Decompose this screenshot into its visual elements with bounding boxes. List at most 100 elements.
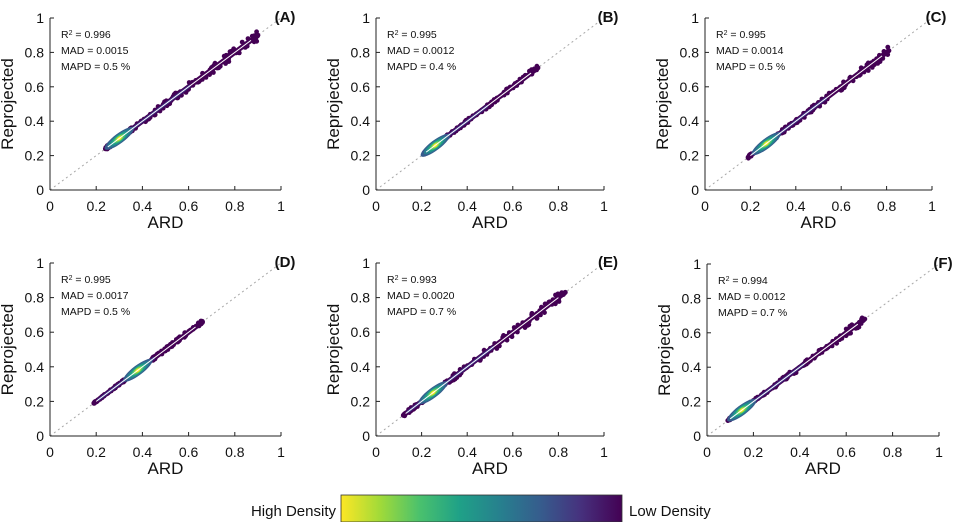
regression-line [95,326,196,402]
y-tick-label: 0.6 [682,325,702,341]
x-tick-label: 0.4 [457,198,477,214]
stat-mad: MAD = 0.0012 [387,45,455,57]
x-tick-label: 0.4 [133,444,153,460]
y-tick-label: 0.8 [351,290,371,306]
panel-b: 0 0.2 0.4 0.6 0.8 1 0 0.2 0.4 0.6 0.8 1 ARD Reproject… [324,9,618,232]
stat-r-squared: R2 = 0.995 [716,29,766,41]
stat-mad: MAD = 0.0020 [387,290,455,302]
x-tick-label: 0.8 [549,198,569,214]
stat-r-squared: R2 = 0.995 [61,274,111,286]
y-tick-label: 1 [362,10,370,26]
y-tick-label: 0.8 [25,290,45,306]
y-tick-label: 0 [362,182,370,198]
x-tick-label: 0.8 [883,444,903,460]
y-tick-label: 0.8 [25,44,45,60]
y-axis-label: Reprojected [0,304,17,396]
y-tick-label: 0.8 [682,290,702,306]
y-tick-label: 0.6 [25,79,45,95]
x-tick-label: 0.6 [179,198,199,214]
r-squared-symbol: R [387,274,395,286]
r-squared-exponent: 2 [724,30,728,37]
panel-label: (F) [933,255,952,272]
identity-line [706,263,940,437]
x-tick-label: 0 [46,444,54,460]
y-axis-label: Reprojected [655,304,674,396]
x-tick-label: 0 [372,444,380,460]
y-tick-label: 0.2 [351,148,371,164]
x-axis-label: ARD [801,213,837,232]
panel-label: (E) [598,254,618,271]
y-tick-label: 1 [36,10,44,26]
regression-line [405,297,559,414]
y-tick-label: 0.4 [351,359,371,375]
y-tick-label: 0.6 [680,79,700,95]
stat-mapd: MAPD = 0.4 % [387,61,456,73]
x-tick-label: 0.2 [412,198,432,214]
x-axis-label: ARD [148,459,184,478]
x-tick-label: 0.6 [503,198,523,214]
y-tick-label: 0 [693,428,701,444]
x-tick-label: 0.6 [831,198,851,214]
y-tick-label: 0.2 [682,394,702,410]
y-tick-label: 1 [362,255,370,271]
x-tick-label: 0.8 [877,198,897,214]
y-tick-label: 0.8 [680,44,700,60]
x-tick-label: 0.8 [225,198,245,214]
y-tick-label: 0.4 [25,359,45,375]
x-tick-label: 0.8 [549,444,569,460]
y-tick-label: 0.2 [25,393,45,409]
panel-a: 0 0.2 0.4 0.6 0.8 1 0 0.2 0.4 0.6 0.8 1 ARD Reproject… [0,9,295,232]
x-tick-label: 0.4 [790,444,810,460]
r-squared-value: = 0.996 [73,29,111,41]
y-tick-label: 0 [36,428,44,444]
y-tick-label: 1 [36,255,44,271]
x-tick-label: 1 [277,444,285,460]
stat-r-squared: R2 = 0.996 [61,29,111,41]
regression-line [107,39,252,148]
panel-d: 0 0.2 0.4 0.6 0.8 1 0 0.2 0.4 0.6 0.8 1 ARD Reproject… [0,254,295,478]
density-colorbar-legend: High Density Low Density [251,494,711,522]
x-tick-label: 1 [600,444,608,460]
panel-label: (B) [598,9,619,26]
stat-mapd: MAPD = 0.5 % [61,61,130,73]
y-tick-label: 1 [693,256,701,272]
r-squared-exponent: 2 [69,275,73,282]
y-tick-label: 0 [36,182,44,198]
stat-mapd: MAPD = 0.5 % [61,306,130,318]
stat-mad: MAD = 0.0014 [716,45,784,57]
x-tick-label: 0.2 [741,198,761,214]
y-tick-label: 0 [362,428,370,444]
stat-r-squared: R2 = 0.993 [387,274,437,286]
x-tick-label: 0.8 [225,444,245,460]
stat-mad: MAD = 0.0012 [718,291,786,303]
panel-label: (C) [926,9,947,26]
y-axis-label: Reprojected [653,58,672,150]
x-tick-label: 0 [703,444,711,460]
stat-r-squared: R2 = 0.994 [718,275,768,287]
r-squared-exponent: 2 [726,276,730,283]
regression-line [729,323,859,420]
r-squared-symbol: R [718,275,726,287]
y-axis-label: Reprojected [0,58,17,150]
legend-high-density-label: High Density [251,503,337,520]
panel-label: (D) [275,254,296,271]
r-squared-symbol: R [387,29,395,41]
panel-c: 0 0.2 0.4 0.6 0.8 1 0 0.2 0.4 0.6 0.8 1 ARD Reproject… [653,9,946,232]
x-tick-label: 0.2 [744,444,764,460]
y-tick-label: 0.4 [351,113,371,129]
regression-line [750,55,883,156]
x-tick-label: 0.6 [836,444,856,460]
y-tick-label: 0.6 [351,324,371,340]
r-squared-exponent: 2 [395,275,399,282]
stat-mapd: MAPD = 0.7 % [387,306,456,318]
r-squared-value: = 0.995 [728,29,766,41]
stat-r-squared: R2 = 0.995 [387,29,437,41]
x-tick-label: 1 [935,444,943,460]
y-tick-label: 0.4 [682,359,702,375]
legend-low-density-label: Low Density [629,503,711,520]
x-axis-label: ARD [472,459,508,478]
x-tick-label: 0.4 [133,198,153,214]
y-tick-label: 0.2 [680,148,700,164]
identity-line [49,262,282,437]
x-axis-label: ARD [148,213,184,232]
